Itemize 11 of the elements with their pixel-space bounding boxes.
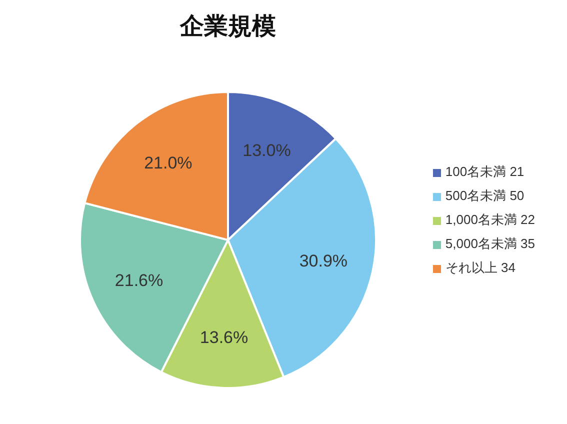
data-label: 21.0% bbox=[144, 153, 192, 172]
data-label: 13.0% bbox=[242, 140, 291, 160]
data-label: 30.9% bbox=[299, 251, 348, 270]
legend-label: それ以上 34 bbox=[445, 260, 516, 275]
chart-title: 企業規模 bbox=[178, 12, 277, 42]
data-label: 13.6% bbox=[200, 328, 248, 348]
legend-label: 100名未満 21 bbox=[445, 164, 524, 179]
legend-label: 5,000名未満 35 bbox=[445, 236, 535, 251]
legend-label: 500名未満 50 bbox=[445, 188, 524, 203]
legend-label: 1,000名未満 22 bbox=[445, 212, 535, 227]
data-label: 21.6% bbox=[114, 270, 164, 290]
